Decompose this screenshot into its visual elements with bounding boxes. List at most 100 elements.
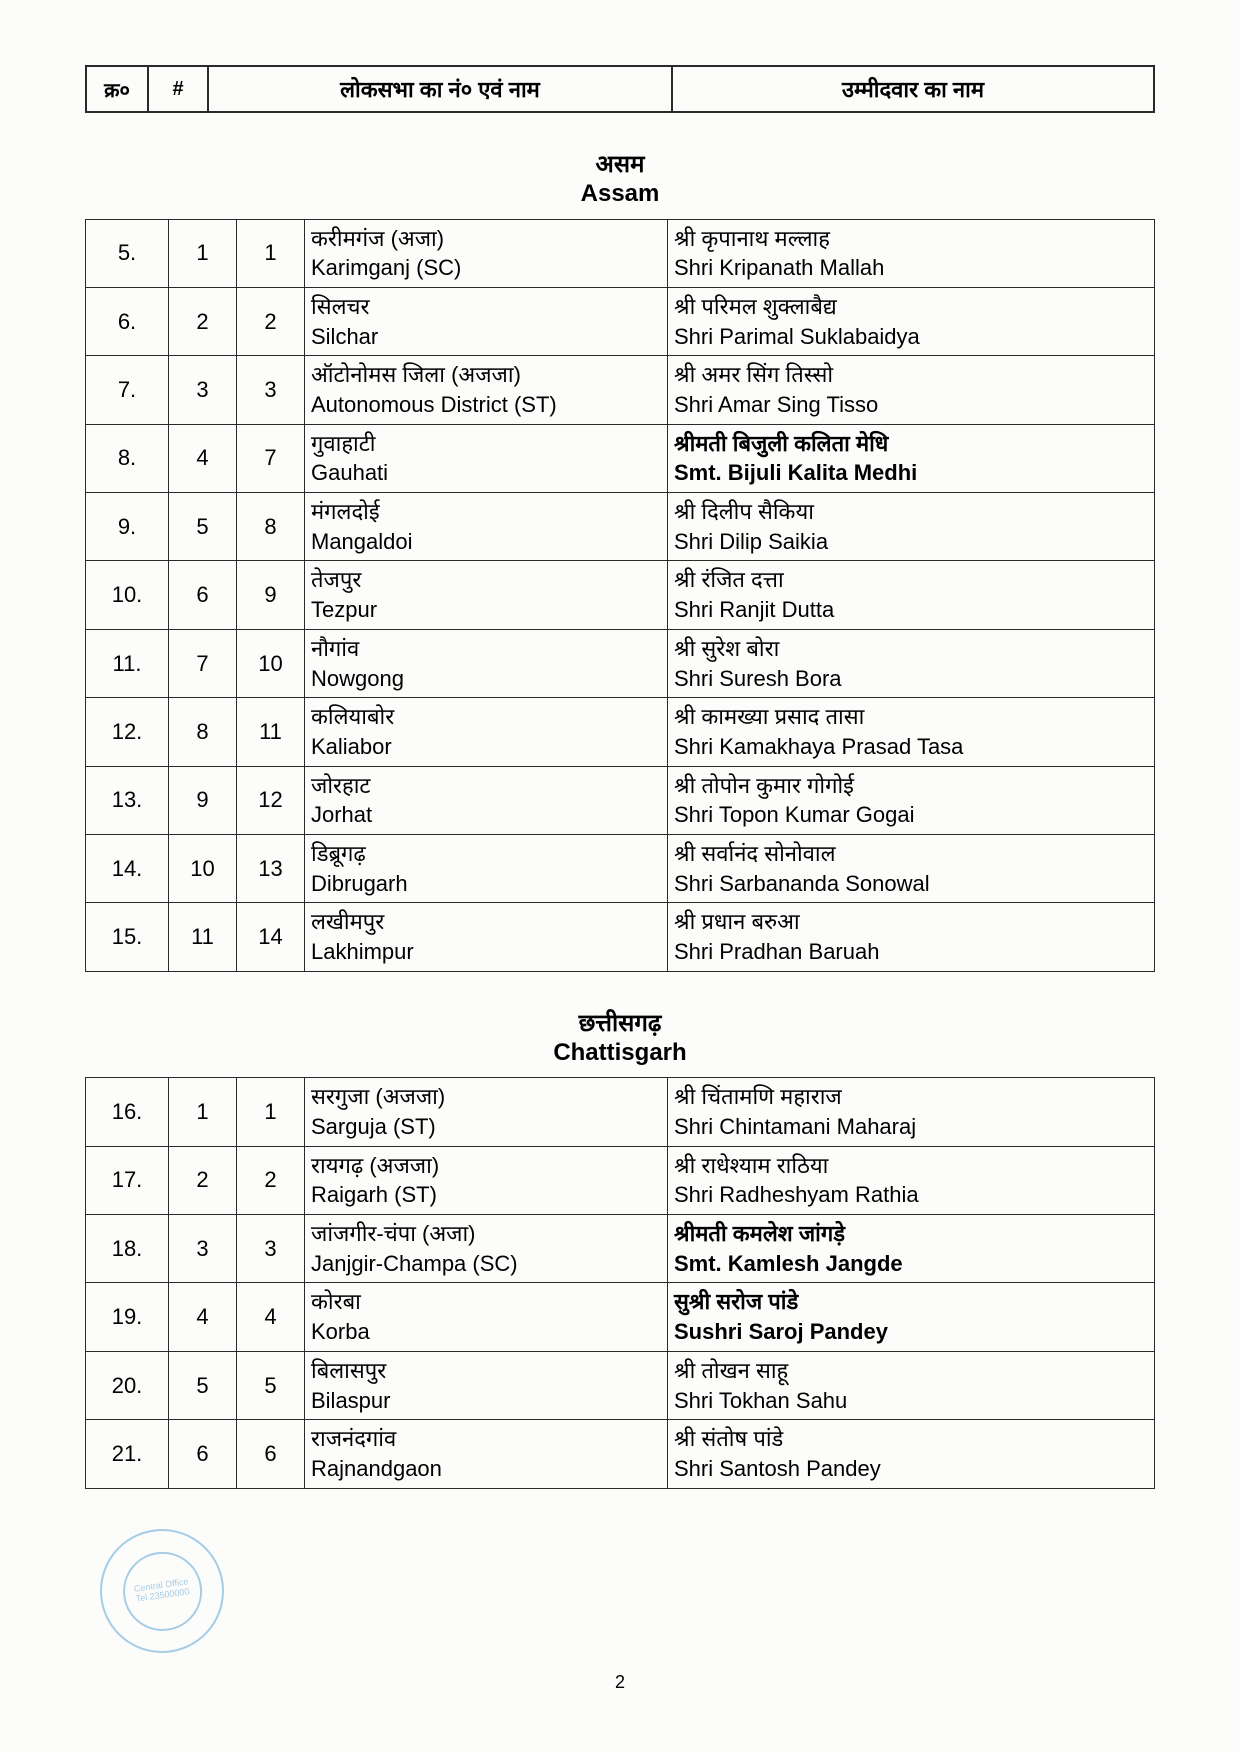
- cell-sn: 21.: [86, 1420, 169, 1488]
- table-row: 19.44कोरबाKorbaसुश्री सरोज पांडेSushri S…: [86, 1283, 1155, 1351]
- cell-candidate: श्री अमर सिंग तिस्सोShri Amar Sing Tisso: [668, 356, 1155, 424]
- cell-n2: 12: [237, 766, 305, 834]
- header-col-candidate: उम्मीदवार का नाम: [673, 67, 1153, 111]
- section-header: छत्तीसगढ़Chattisgarh: [85, 1010, 1155, 1068]
- cell-sn: 14.: [86, 834, 169, 902]
- cell-sn: 9.: [86, 493, 169, 561]
- section-title-hi: असम: [85, 151, 1155, 180]
- table-row: 8.47गुवाहाटीGauhatiश्रीमती बिजुली कलिता …: [86, 424, 1155, 492]
- cell-loksabha: सरगुजा (अजजा)Sarguja (ST): [305, 1078, 668, 1146]
- cell-candidate: श्री प्रधान बरुआShri Pradhan Baruah: [668, 903, 1155, 971]
- cell-n2: 11: [237, 698, 305, 766]
- sections-container: असमAssam5.11करीमगंज (अजा)Karimganj (SC)श…: [85, 151, 1155, 1489]
- table-row: 20.55बिलासपुरBilaspurश्री तोखन साहूShri …: [86, 1351, 1155, 1419]
- cell-candidate: श्री रंजित दत्ताShri Ranjit Dutta: [668, 561, 1155, 629]
- cell-loksabha: रायगढ़ (अजजा)Raigarh (ST): [305, 1146, 668, 1214]
- cell-n1: 6: [169, 1420, 237, 1488]
- table-row: 10.69तेजपुरTezpurश्री रंजित दत्ताShri Ra…: [86, 561, 1155, 629]
- cell-loksabha: तेजपुरTezpur: [305, 561, 668, 629]
- page-number: 2: [0, 1672, 1240, 1693]
- table-row: 12.811कलियाबोरKaliaborश्री कामख्या प्रसा…: [86, 698, 1155, 766]
- table-row: 11.710नौगांवNowgongश्री सुरेश बोराShri S…: [86, 629, 1155, 697]
- section-header: असमAssam: [85, 151, 1155, 209]
- cell-n1: 1: [169, 219, 237, 287]
- table-row: 14.1013डिब्रूगढ़Dibrugarhश्री सर्वानंद स…: [86, 834, 1155, 902]
- cell-loksabha: जांजगीर-चंपा (अजा)Janjgir-Champa (SC): [305, 1215, 668, 1283]
- cell-n2: 2: [237, 287, 305, 355]
- cell-loksabha: बिलासपुरBilaspur: [305, 1351, 668, 1419]
- section-title-hi: छत्तीसगढ़: [85, 1010, 1155, 1039]
- cell-candidate: श्री सुरेश बोराShri Suresh Bora: [668, 629, 1155, 697]
- cell-candidate: श्री तोखन साहूShri Tokhan Sahu: [668, 1351, 1155, 1419]
- cell-n2: 2: [237, 1146, 305, 1214]
- data-table: 16.11सरगुजा (अजजा)Sarguja (ST)श्री चिंता…: [85, 1077, 1155, 1488]
- cell-n1: 7: [169, 629, 237, 697]
- header-col-loksabha: लोकसभा का नं० एवं नाम: [209, 67, 673, 111]
- cell-n1: 5: [169, 493, 237, 561]
- table-row: 15.1114लखीमपुरLakhimpurश्री प्रधान बरुआS…: [86, 903, 1155, 971]
- cell-n2: 4: [237, 1283, 305, 1351]
- cell-candidate: श्रीमती बिजुली कलिता मेधिSmt. Bijuli Kal…: [668, 424, 1155, 492]
- stamp-seal: Central Office Tel 23500000: [92, 1521, 232, 1661]
- cell-sn: 20.: [86, 1351, 169, 1419]
- cell-n2: 1: [237, 1078, 305, 1146]
- cell-n1: 5: [169, 1351, 237, 1419]
- header-bar: क्र० # लोकसभा का नं० एवं नाम उम्मीदवार क…: [85, 65, 1155, 113]
- cell-n2: 9: [237, 561, 305, 629]
- section-title-en: Assam: [85, 180, 1155, 209]
- cell-n2: 7: [237, 424, 305, 492]
- cell-n2: 13: [237, 834, 305, 902]
- stamp-inner: Central Office Tel 23500000: [117, 1546, 206, 1635]
- cell-n1: 4: [169, 424, 237, 492]
- cell-sn: 12.: [86, 698, 169, 766]
- cell-n2: 3: [237, 1215, 305, 1283]
- cell-candidate: श्रीमती कमलेश जांगड़ेSmt. Kamlesh Jangde: [668, 1215, 1155, 1283]
- cell-loksabha: राजनंदगांवRajnandgaon: [305, 1420, 668, 1488]
- cell-sn: 10.: [86, 561, 169, 629]
- table-row: 17.22रायगढ़ (अजजा)Raigarh (ST)श्री राधेश…: [86, 1146, 1155, 1214]
- table-row: 13.912जोरहाटJorhatश्री तोपोन कुमार गोगोई…: [86, 766, 1155, 834]
- table-row: 9.58मंगलदोईMangaldoiश्री दिलीप सैकियाShr…: [86, 493, 1155, 561]
- cell-sn: 19.: [86, 1283, 169, 1351]
- cell-n2: 5: [237, 1351, 305, 1419]
- table-row: 5.11करीमगंज (अजा)Karimganj (SC)श्री कृपा…: [86, 219, 1155, 287]
- stamp-center-text: Central Office Tel 23500000: [133, 1577, 190, 1604]
- cell-loksabha: डिब्रूगढ़Dibrugarh: [305, 834, 668, 902]
- cell-sn: 18.: [86, 1215, 169, 1283]
- cell-n1: 4: [169, 1283, 237, 1351]
- table-row: 16.11सरगुजा (अजजा)Sarguja (ST)श्री चिंता…: [86, 1078, 1155, 1146]
- cell-n2: 14: [237, 903, 305, 971]
- cell-n1: 3: [169, 1215, 237, 1283]
- cell-n1: 3: [169, 356, 237, 424]
- cell-candidate: श्री कामख्या प्रसाद तासाShri Kamakhaya P…: [668, 698, 1155, 766]
- cell-sn: 5.: [86, 219, 169, 287]
- cell-candidate: श्री संतोष पांडेShri Santosh Pandey: [668, 1420, 1155, 1488]
- cell-sn: 11.: [86, 629, 169, 697]
- cell-n1: 9: [169, 766, 237, 834]
- cell-loksabha: कोरबाKorba: [305, 1283, 668, 1351]
- cell-loksabha: नौगांवNowgong: [305, 629, 668, 697]
- data-table: 5.11करीमगंज (अजा)Karimganj (SC)श्री कृपा…: [85, 219, 1155, 972]
- cell-candidate: श्री सर्वानंद सोनोवालShri Sarbananda Son…: [668, 834, 1155, 902]
- cell-n2: 1: [237, 219, 305, 287]
- cell-n1: 2: [169, 1146, 237, 1214]
- cell-sn: 8.: [86, 424, 169, 492]
- table-row: 6.22सिलचरSilcharश्री परिमल शुक्लाबैद्यSh…: [86, 287, 1155, 355]
- cell-n1: 11: [169, 903, 237, 971]
- cell-n1: 2: [169, 287, 237, 355]
- cell-candidate: श्री राधेश्याम राठियाShri Radheshyam Rat…: [668, 1146, 1155, 1214]
- cell-sn: 13.: [86, 766, 169, 834]
- cell-candidate: सुश्री सरोज पांडेSushri Saroj Pandey: [668, 1283, 1155, 1351]
- header-col-hash: #: [149, 67, 209, 111]
- section-title-en: Chattisgarh: [85, 1039, 1155, 1068]
- table-row: 21.66राजनंदगांवRajnandgaonश्री संतोष पां…: [86, 1420, 1155, 1488]
- cell-loksabha: कलियाबोरKaliabor: [305, 698, 668, 766]
- header-col-kro: क्र०: [87, 67, 149, 111]
- cell-n2: 8: [237, 493, 305, 561]
- table-row: 18.33जांजगीर-चंपा (अजा)Janjgir-Champa (S…: [86, 1215, 1155, 1283]
- cell-loksabha: करीमगंज (अजा)Karimganj (SC): [305, 219, 668, 287]
- cell-n2: 10: [237, 629, 305, 697]
- cell-n1: 6: [169, 561, 237, 629]
- cell-loksabha: लखीमपुरLakhimpur: [305, 903, 668, 971]
- cell-candidate: श्री चिंतामणि महाराजShri Chintamani Maha…: [668, 1078, 1155, 1146]
